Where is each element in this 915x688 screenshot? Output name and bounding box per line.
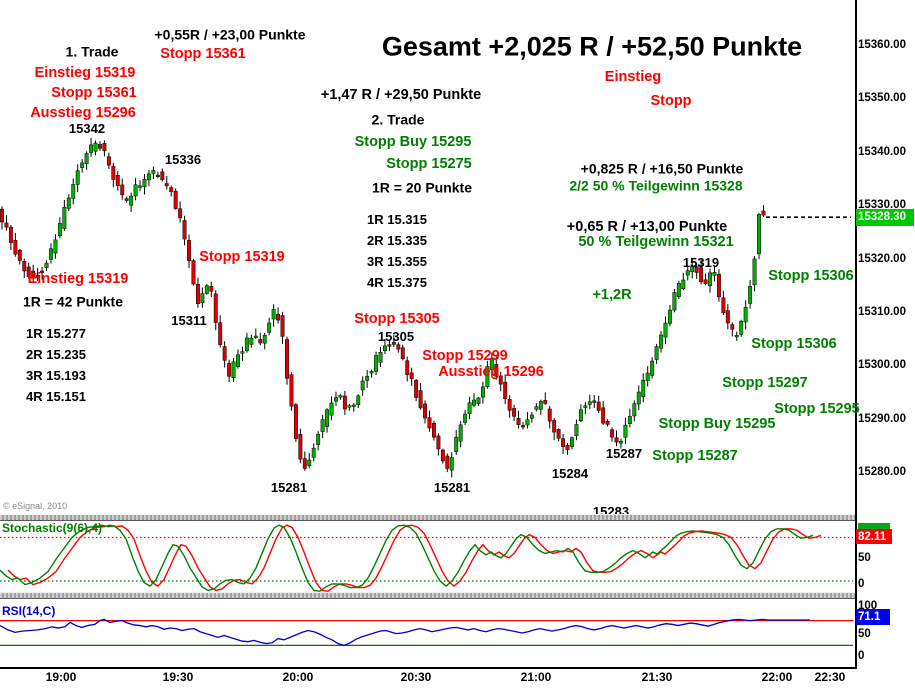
- annotation-label: 1R = 20 Punkte: [372, 179, 472, 196]
- annotation-label: +1,47 R / +29,50 Punkte: [320, 87, 482, 104]
- annotation-label: Stopp 15275: [386, 156, 472, 173]
- annotation-label: +1,2R: [592, 287, 632, 304]
- annotation-label: Stopp 15306: [751, 336, 837, 353]
- annotation-label: Stopp 15297: [722, 375, 808, 392]
- annotation-label: Stopp Buy 15295: [658, 416, 776, 433]
- annotation-label: 1R = 42 Punkte: [23, 293, 123, 310]
- annotation-label: 15281: [270, 479, 308, 495]
- annotation-label: Stopp 15361: [160, 46, 246, 63]
- rsi-panel-divider[interactable]: [0, 592, 856, 599]
- annotation-label: 2. Trade: [371, 111, 425, 128]
- annotation-label: Einstieg 15319: [27, 271, 129, 288]
- price-axis-label: 15310.00: [858, 305, 906, 318]
- annotation-label: +0,55R / +23,00 Punkte: [154, 26, 306, 43]
- annotation-label: 4R 15.375: [367, 274, 427, 290]
- annotation-label: Stopp 15306: [768, 268, 854, 285]
- price-axis-label: 15290.00: [858, 412, 906, 425]
- chart-title: Gesamt +2,025 R / +52,50 Punkte: [381, 31, 803, 62]
- annotation-label: Stopp 15361: [51, 85, 137, 102]
- annotation-label: Stopp 15305: [354, 311, 440, 328]
- annotation-label: Ausstieg 15296: [30, 105, 136, 122]
- annotation-label: Stopp 15299: [422, 348, 508, 365]
- stoch-value-box: 82.11: [856, 529, 892, 544]
- indicator-scale-label: 0: [858, 578, 865, 590]
- annotation-label: 3R 15.193: [26, 367, 86, 383]
- time-axis-label: 22:00: [761, 670, 793, 684]
- annotation-label: 2R 15.235: [26, 346, 86, 362]
- watermark: © eSignal, 2010: [3, 501, 68, 511]
- annotation-label: +0,825 R / +16,50 Punkte: [580, 160, 744, 177]
- annotation-label: 3R 15.355: [367, 253, 427, 269]
- annotation-label: 2/2 50 % Teilgewinn 15328: [569, 177, 743, 194]
- annotation-label: 15287: [605, 445, 643, 461]
- indicator-scale-label: 50: [858, 552, 871, 564]
- stoch-d-line: [7, 524, 822, 592]
- time-axis-label: 21:00: [520, 670, 552, 684]
- time-axis-line: [0, 667, 857, 669]
- indicator-scale-label: 50: [858, 628, 871, 640]
- annotation-label: 2R 15.335: [367, 232, 427, 248]
- annotation-label: 15342: [68, 120, 106, 136]
- time-axis-label: 20:00: [282, 670, 314, 684]
- time-axis-label: 19:00: [45, 670, 77, 684]
- annotation-label: Ausstieg 15296: [438, 364, 544, 381]
- annotation-label: 1R 15.277: [26, 325, 86, 341]
- annotation-label: 1. Trade: [65, 43, 119, 60]
- annotation-label: 15319: [682, 254, 720, 270]
- price-axis-label: 15360.00: [858, 39, 906, 51]
- stochastic-indicator-label: Stochastic(9(6),4): [2, 521, 103, 535]
- time-axis-label: 20:30: [400, 670, 432, 684]
- annotation-label: Einstieg: [604, 69, 662, 86]
- stochastic-panel-divider[interactable]: [0, 514, 856, 521]
- annotation-label: 15336: [164, 151, 202, 167]
- annotation-label: 4R 15.151: [26, 388, 86, 404]
- candles: [0, 137, 766, 478]
- price-axis-label: 15320.00: [858, 252, 906, 265]
- annotation-label: 15311: [171, 312, 207, 328]
- annotation-label: +0,65 R / +13,00 Punkte: [566, 219, 728, 236]
- price-axis-label: 15350.00: [858, 92, 906, 105]
- annotation-label: Stopp 15287: [652, 448, 738, 465]
- price-axis-label: 15340.00: [858, 145, 906, 158]
- annotation-label: Stopp Buy 15295: [354, 134, 472, 151]
- annotation-label: Stopp 15295: [774, 401, 860, 418]
- annotation-label: Stopp 15319: [199, 249, 285, 266]
- annotation-label: Einstieg 15319: [34, 65, 136, 82]
- annotation-label: 15281: [433, 479, 471, 495]
- rsi-indicator-label: RSI(14,C): [2, 604, 56, 618]
- last-price-box: 15328.30: [856, 209, 914, 226]
- price-axis-label: 15330.00: [858, 199, 906, 212]
- price-axis-line: [855, 0, 857, 669]
- rsi-value-box: 71.1: [856, 609, 890, 625]
- time-axis-label: 22:30: [814, 670, 846, 684]
- stoch-k-line: [0, 524, 814, 592]
- price-axis-label: 15280.00: [858, 466, 906, 478]
- time-axis-label: 19:30: [162, 670, 194, 684]
- stoch-k-value-box-sliver: [858, 523, 890, 529]
- time-axis-label: 21:30: [641, 670, 673, 684]
- annotation-label: 50 % Teilgewinn 15321: [578, 234, 734, 251]
- annotation-label: 15284: [551, 465, 589, 481]
- rsi-line: [0, 618, 810, 647]
- price-axis-label: 15300.00: [858, 359, 906, 372]
- annotation-label: Stopp: [650, 93, 692, 110]
- annotation-label: 15305: [377, 328, 415, 344]
- annotation-label: 1R 15.315: [367, 211, 427, 227]
- indicator-scale-label: 0: [858, 650, 865, 662]
